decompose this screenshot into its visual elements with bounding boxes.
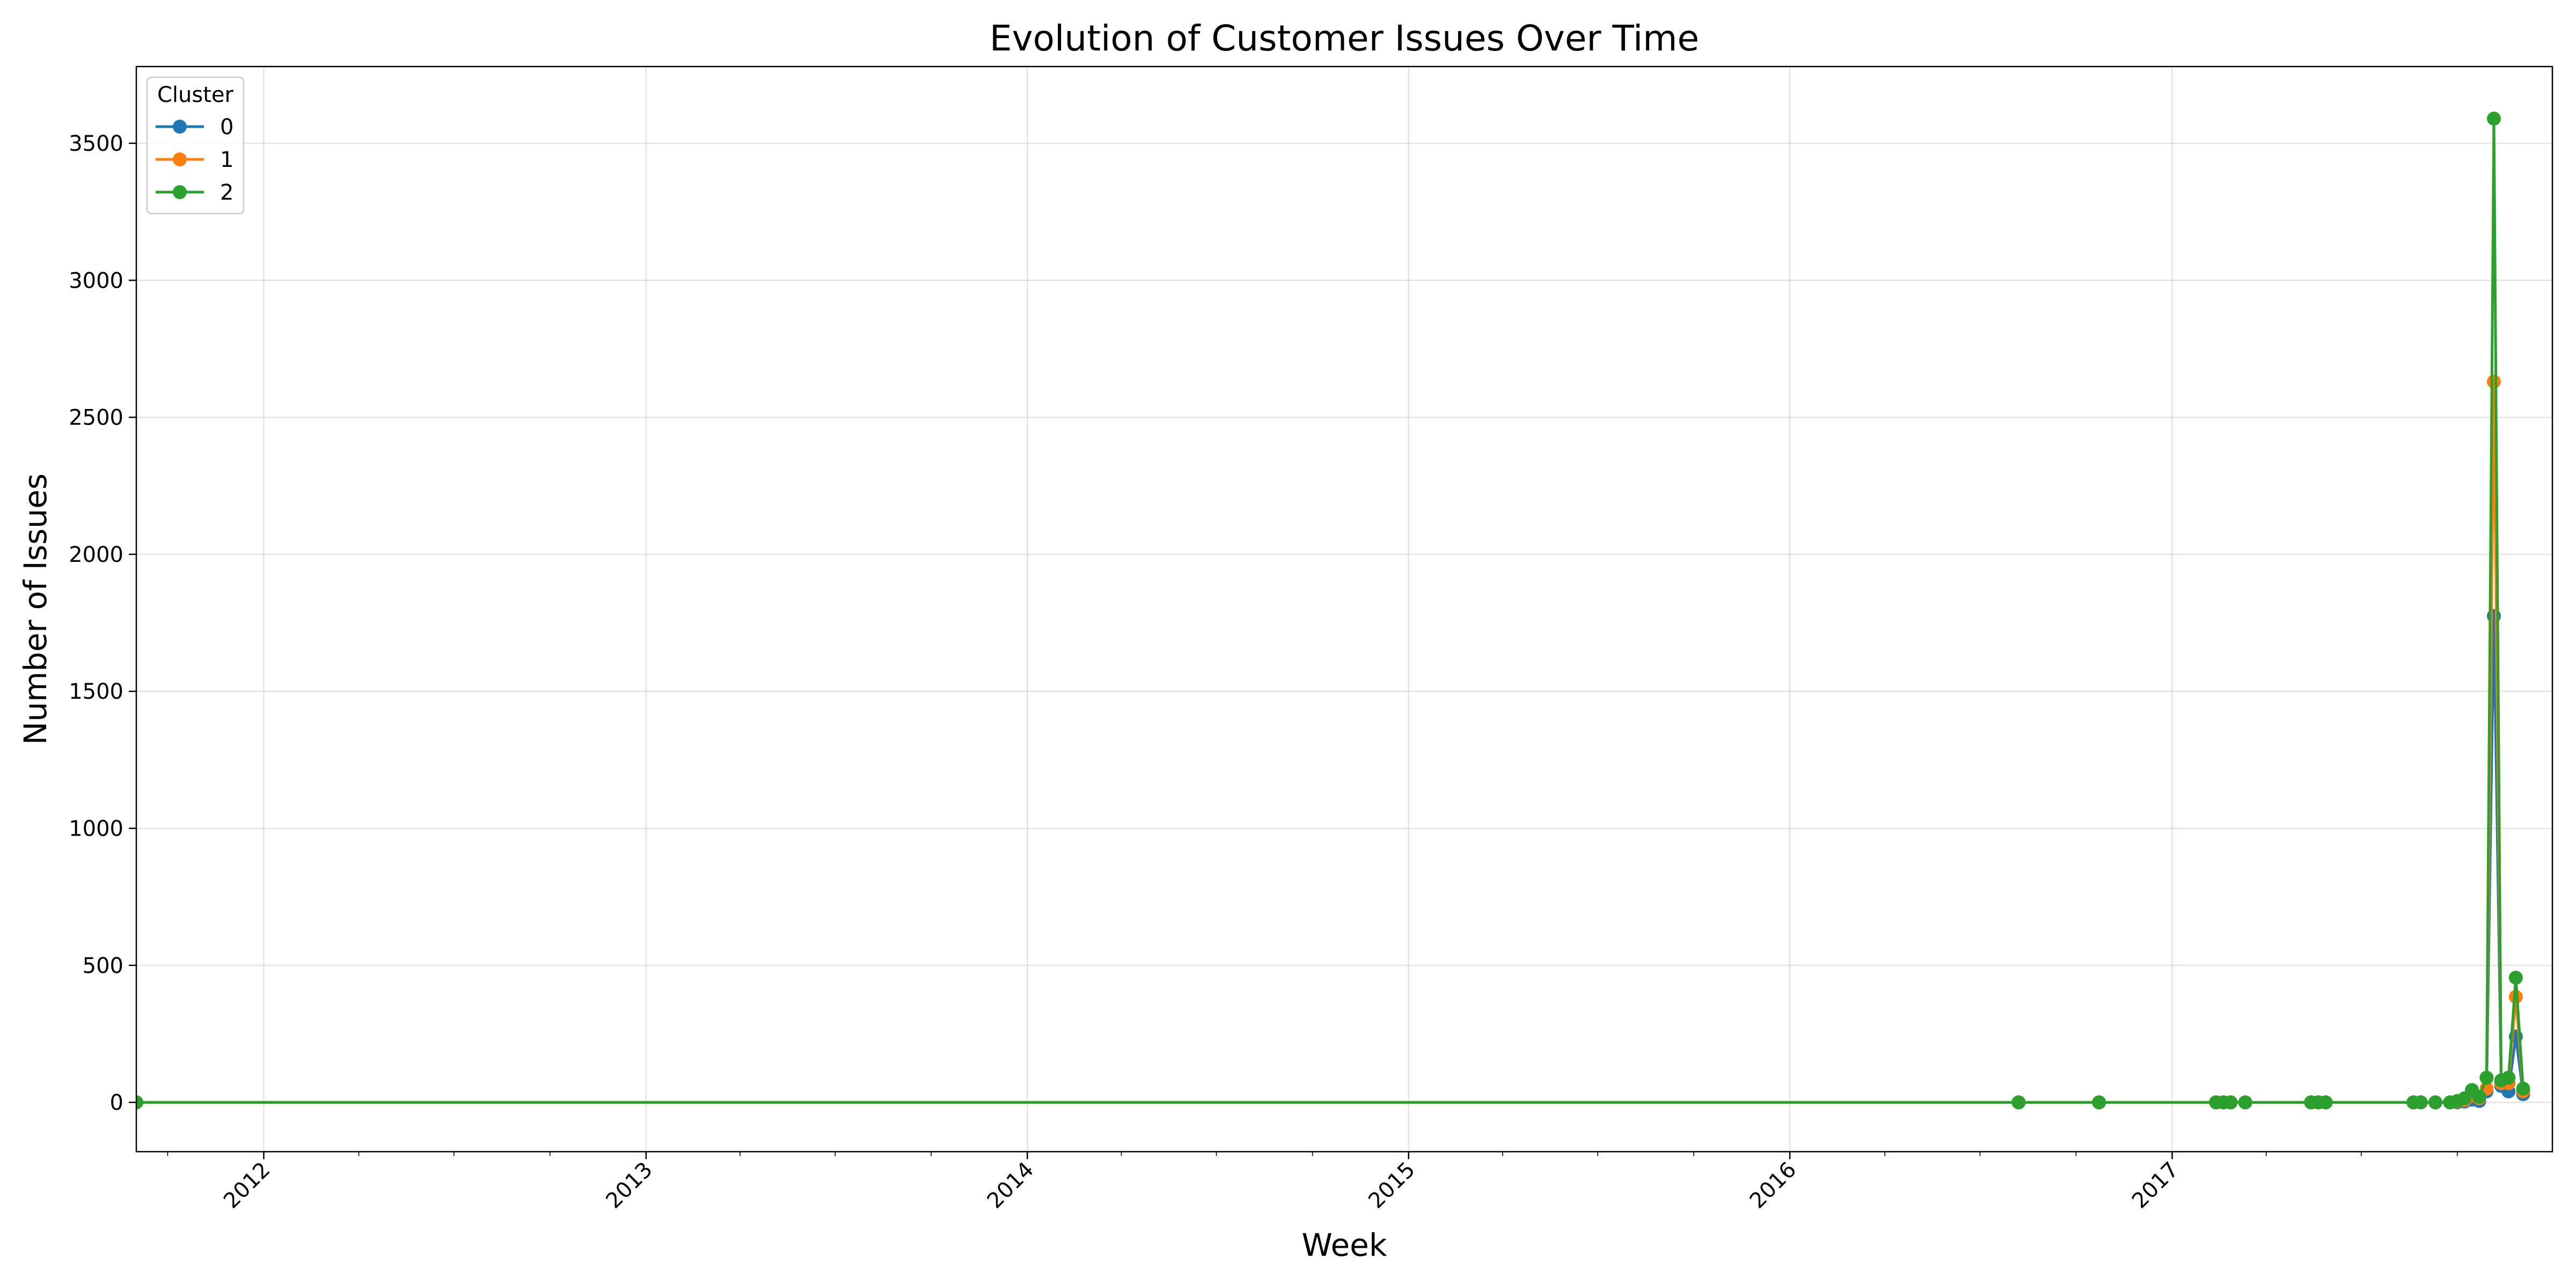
- legend-entries: 0 1 2: [156, 115, 233, 205]
- y-axis-label: Number of Issues: [17, 473, 54, 745]
- plot-frame: [135, 65, 2553, 1153]
- y-tick-label: 3500: [69, 131, 123, 156]
- legend: Cluster 0 1 2: [146, 76, 245, 215]
- series-2-point: [2428, 1095, 2443, 1110]
- series-2-point: [2238, 1095, 2252, 1110]
- series: [136, 112, 2530, 1110]
- series-2-point: [2223, 1095, 2238, 1110]
- series-2-point: [2501, 1071, 2516, 1085]
- series-2-point: [2011, 1095, 2026, 1110]
- series-2-point: [2092, 1095, 2106, 1110]
- series-2-point: [2479, 1071, 2494, 1085]
- y-tick-label: 1000: [69, 816, 123, 841]
- legend-label-0: 0: [220, 115, 233, 140]
- y-tick-label: 1500: [69, 679, 123, 704]
- series-2-point: [2413, 1095, 2428, 1110]
- y-tick-label: 2500: [69, 406, 123, 430]
- legend-marker-0: [173, 120, 187, 134]
- series-2-point: [2487, 112, 2501, 126]
- series-2-point: [136, 1095, 143, 1110]
- series-2-point: [2318, 1095, 2333, 1110]
- legend-marker-2: [173, 185, 187, 199]
- y-tick-label: 2000: [69, 543, 123, 567]
- legend-marker-1: [173, 152, 187, 166]
- chart-title: Evolution of Customer Issues Over Time: [990, 18, 1699, 59]
- y-tick-label: 3000: [69, 268, 123, 293]
- series-1-point: [2487, 375, 2501, 389]
- series-2-point: [2516, 1081, 2530, 1096]
- y-tick-label: 500: [83, 954, 123, 978]
- series-2-point: [2508, 970, 2523, 985]
- legend-box: [146, 76, 245, 215]
- x-axis-label: Week: [1302, 1227, 1387, 1263]
- x-minor-ticks: [167, 1152, 2458, 1156]
- legend-label-1: 1: [220, 148, 233, 172]
- legend-title: Cluster: [157, 83, 234, 107]
- series-2-point: [2472, 1089, 2486, 1104]
- legend-label-2: 2: [220, 180, 233, 205]
- series-2: [136, 112, 2530, 1110]
- grid: [136, 67, 2552, 1152]
- y-tick-label: 0: [110, 1091, 123, 1115]
